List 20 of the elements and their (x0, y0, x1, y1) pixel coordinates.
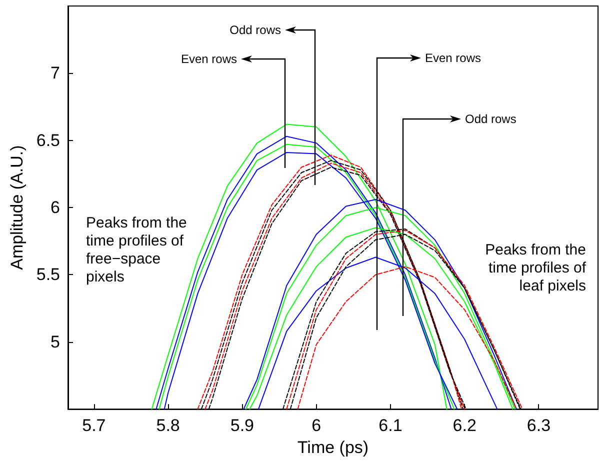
annotation: Peaks from the time profiles of leaf pixels (485, 242, 587, 294)
x-tick-label: 6.2 (452, 416, 476, 436)
annotation: Odd rows (230, 23, 281, 37)
x-tick-label: 6.3 (526, 416, 551, 436)
x-tick-label: 5.9 (230, 416, 254, 436)
y-tick-label: 6 (50, 198, 60, 218)
y-tick-label: 5.5 (36, 265, 60, 284)
x-tick-label: 5.8 (156, 416, 180, 436)
annotation: Peaks from the time profiles of free−space pixels (86, 214, 187, 286)
x-tick-label: 6 (312, 416, 322, 436)
annotation: Even rows (425, 51, 482, 65)
y-tick-label: 6.5 (36, 130, 60, 150)
y-axis-title: Amplitude (A.U.) (7, 145, 26, 270)
annotation: Odd rows (465, 112, 516, 126)
x-tick-label: 6.1 (378, 416, 402, 436)
y-tick-label: 7 (50, 64, 60, 83)
annotation: Even rows (180, 52, 237, 66)
x-axis-title: Time (ps) (297, 438, 369, 457)
y-tick-label: 5 (50, 332, 60, 352)
x-tick-label: 5.7 (82, 416, 106, 436)
